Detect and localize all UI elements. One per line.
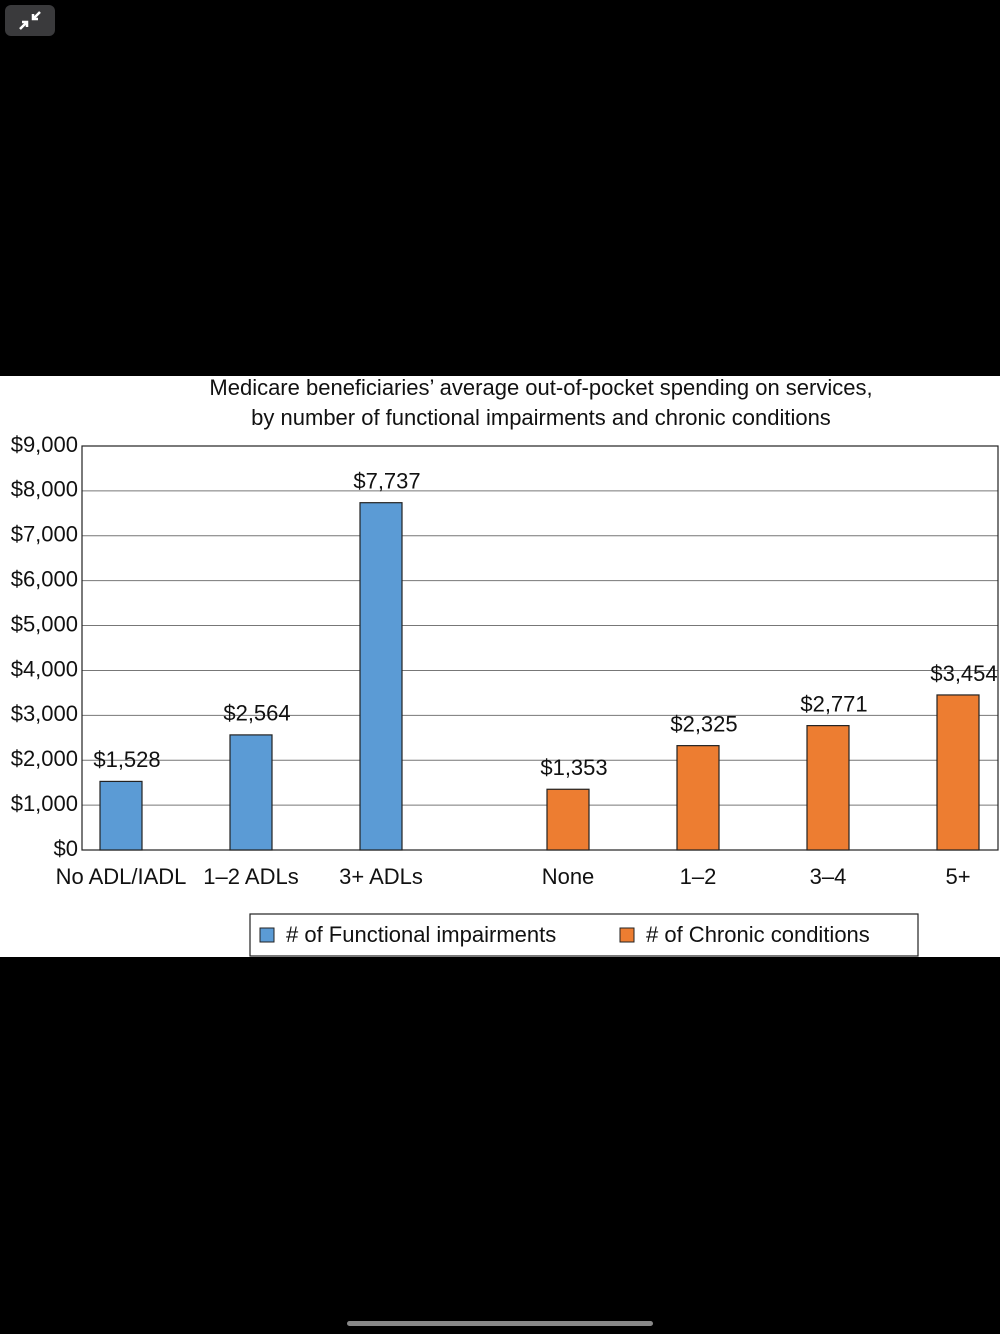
x-tick-label: 5+ — [945, 864, 970, 889]
bar — [359, 502, 403, 851]
collapse-button[interactable] — [5, 5, 55, 36]
bar — [99, 780, 143, 851]
value-label: $1,528 — [93, 747, 160, 772]
chart-title: Medicare beneficiaries’ average out-of-p… — [209, 375, 872, 400]
legend-label: # of Functional impairments — [286, 922, 556, 947]
y-tick-label: $9,000 — [11, 432, 78, 457]
button-bg[interactable] — [5, 5, 55, 36]
value-label: $2,564 — [223, 701, 290, 726]
x-tick-label: 1–2 — [680, 864, 717, 889]
plot-frame — [81, 445, 999, 851]
legend-swatch — [259, 927, 275, 943]
bar — [936, 694, 980, 851]
y-tick-label: $6,000 — [11, 566, 78, 591]
bar — [676, 745, 720, 851]
y-tick-label: $1,000 — [11, 791, 78, 816]
value-label: $7,737 — [353, 469, 420, 494]
y-tick-label: $3,000 — [11, 701, 78, 726]
y-tick-label: $7,000 — [11, 522, 78, 547]
collapse-icon[interactable] — [19, 11, 41, 30]
x-tick-label: 3+ ADLs — [339, 864, 423, 889]
legend-swatch — [619, 927, 635, 943]
y-tick-label: $0 — [54, 836, 78, 861]
bar — [806, 725, 850, 851]
value-label: $1,353 — [540, 755, 607, 780]
bar — [229, 734, 273, 851]
x-tick-label: 3–4 — [810, 864, 847, 889]
value-label: $2,771 — [800, 691, 867, 716]
value-label: $3,454 — [930, 661, 997, 686]
y-tick-label: $5,000 — [11, 611, 78, 636]
x-tick-label: No ADL/IADL — [56, 864, 187, 889]
home-indicator[interactable] — [347, 1321, 653, 1326]
chart-title: by number of functional impairments and … — [251, 405, 831, 430]
image-area — [0, 376, 1000, 957]
y-tick-label: $8,000 — [11, 477, 78, 502]
legend-label: # of Chronic conditions — [646, 922, 870, 947]
legend-box — [249, 913, 919, 957]
value-label: $2,325 — [670, 711, 737, 736]
x-tick-label: None — [542, 864, 595, 889]
y-tick-label: $2,000 — [11, 746, 78, 771]
y-tick-label: $4,000 — [11, 656, 78, 681]
bar — [546, 788, 590, 851]
x-tick-label: 1–2 ADLs — [203, 864, 298, 889]
